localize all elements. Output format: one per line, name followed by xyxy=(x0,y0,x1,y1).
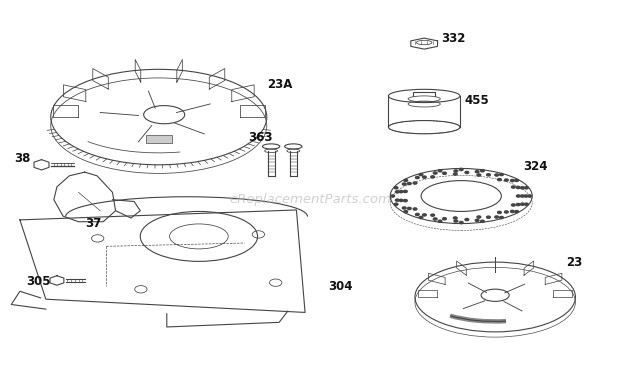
Circle shape xyxy=(510,210,514,212)
Circle shape xyxy=(516,195,520,197)
Circle shape xyxy=(512,186,515,188)
Circle shape xyxy=(423,214,426,216)
Circle shape xyxy=(402,207,406,209)
Circle shape xyxy=(495,216,498,218)
Text: 332: 332 xyxy=(441,32,466,45)
Circle shape xyxy=(396,199,399,201)
Circle shape xyxy=(443,172,446,174)
Circle shape xyxy=(415,213,419,216)
Circle shape xyxy=(505,211,508,213)
Circle shape xyxy=(454,220,458,222)
Circle shape xyxy=(515,211,518,213)
Circle shape xyxy=(443,218,446,220)
Circle shape xyxy=(515,179,518,182)
Circle shape xyxy=(512,204,515,206)
Circle shape xyxy=(419,216,423,219)
Circle shape xyxy=(423,176,426,178)
Circle shape xyxy=(433,172,437,174)
Circle shape xyxy=(419,174,423,176)
Circle shape xyxy=(476,171,479,173)
Circle shape xyxy=(438,220,442,222)
Circle shape xyxy=(476,219,479,222)
Circle shape xyxy=(521,187,525,189)
Circle shape xyxy=(524,195,528,197)
Circle shape xyxy=(516,186,520,189)
Text: 23: 23 xyxy=(566,256,582,269)
Circle shape xyxy=(407,182,411,185)
Circle shape xyxy=(404,179,407,182)
Circle shape xyxy=(413,182,417,184)
Circle shape xyxy=(510,179,514,182)
Text: 23A: 23A xyxy=(267,78,292,91)
Circle shape xyxy=(487,216,490,218)
Circle shape xyxy=(480,169,484,172)
Circle shape xyxy=(453,217,457,219)
Bar xyxy=(146,135,172,143)
Circle shape xyxy=(453,173,457,175)
Circle shape xyxy=(396,191,399,193)
Text: 305: 305 xyxy=(26,275,51,288)
Circle shape xyxy=(525,187,528,189)
Circle shape xyxy=(394,203,398,205)
Circle shape xyxy=(500,216,503,219)
Circle shape xyxy=(525,203,528,205)
Circle shape xyxy=(399,199,403,202)
Circle shape xyxy=(498,211,502,213)
Circle shape xyxy=(528,195,531,197)
Text: 37: 37 xyxy=(85,217,101,230)
Circle shape xyxy=(399,191,403,193)
Circle shape xyxy=(438,169,442,172)
Text: eReplacementParts.com: eReplacementParts.com xyxy=(229,193,391,206)
Circle shape xyxy=(454,170,458,172)
Circle shape xyxy=(407,207,411,209)
Circle shape xyxy=(459,168,463,171)
Circle shape xyxy=(431,176,435,178)
Circle shape xyxy=(413,208,417,210)
Circle shape xyxy=(402,183,406,185)
Text: 38: 38 xyxy=(14,152,30,165)
Circle shape xyxy=(521,203,525,205)
Circle shape xyxy=(465,171,469,174)
Circle shape xyxy=(477,174,481,176)
Circle shape xyxy=(433,218,437,220)
Circle shape xyxy=(404,211,407,213)
Text: 304: 304 xyxy=(329,280,353,293)
Circle shape xyxy=(520,195,524,197)
Circle shape xyxy=(394,187,398,189)
Circle shape xyxy=(459,222,463,224)
Circle shape xyxy=(404,199,407,202)
Circle shape xyxy=(495,174,498,176)
Circle shape xyxy=(415,176,419,179)
Text: 455: 455 xyxy=(464,94,489,107)
Text: 363: 363 xyxy=(248,131,273,144)
Circle shape xyxy=(516,204,520,206)
Circle shape xyxy=(505,179,508,181)
Circle shape xyxy=(498,178,502,181)
Circle shape xyxy=(487,174,490,176)
Circle shape xyxy=(480,220,484,222)
Circle shape xyxy=(404,190,407,192)
Text: 324: 324 xyxy=(523,160,547,173)
Circle shape xyxy=(477,216,481,218)
Circle shape xyxy=(465,218,469,221)
Circle shape xyxy=(391,195,394,197)
Circle shape xyxy=(500,174,503,176)
Circle shape xyxy=(431,214,435,216)
